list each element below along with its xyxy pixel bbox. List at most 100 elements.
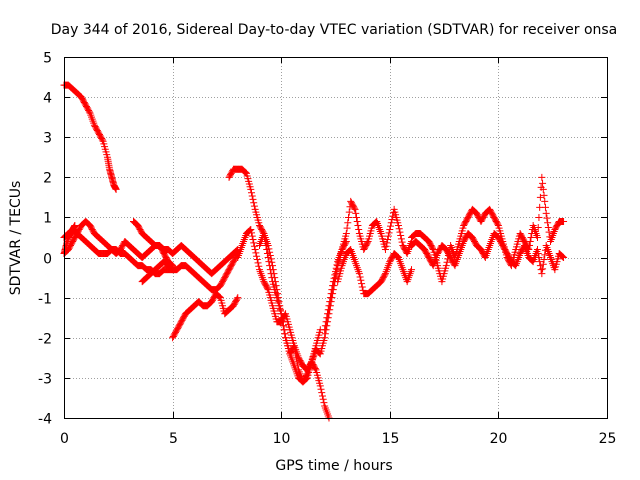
data-point	[168, 265, 176, 273]
data-point	[541, 251, 549, 259]
data-point	[169, 266, 177, 274]
x-axis-label: GPS time / hours	[275, 458, 392, 474]
data-point	[534, 250, 542, 258]
data-point	[384, 232, 392, 240]
data-point	[249, 236, 257, 244]
data-point	[215, 292, 223, 300]
series-arc-8	[225, 165, 333, 422]
data-point	[325, 302, 333, 310]
data-point	[247, 185, 255, 193]
data-point	[323, 314, 331, 322]
data-point	[321, 326, 329, 334]
data-point	[250, 199, 258, 207]
data-point	[397, 235, 405, 243]
data-point	[294, 362, 302, 370]
data-point	[320, 399, 328, 407]
data-point	[541, 197, 549, 205]
data-point	[242, 169, 250, 177]
data-point	[330, 274, 338, 282]
data-point	[542, 209, 550, 217]
data-point	[331, 271, 339, 279]
data-point	[387, 219, 395, 227]
scatter-points	[60, 81, 568, 422]
data-point	[263, 284, 271, 292]
data-point	[326, 298, 334, 306]
data-point	[251, 246, 259, 254]
data-point	[383, 239, 391, 247]
series-arc-3	[60, 217, 242, 294]
series-arc-11	[321, 197, 416, 334]
data-point	[263, 250, 271, 258]
data-point	[324, 310, 332, 318]
data-point	[321, 330, 329, 338]
data-point	[358, 280, 366, 288]
data-point	[394, 221, 402, 229]
y-tick-label: 0	[43, 252, 52, 268]
data-point	[345, 213, 353, 221]
data-point	[167, 264, 175, 272]
data-point	[332, 268, 339, 276]
x-tick-label: 5	[169, 431, 178, 447]
data-point	[266, 266, 274, 274]
data-point	[559, 253, 567, 261]
data-point	[281, 330, 289, 338]
plot-frame	[64, 57, 608, 419]
y-tick-label: 4	[43, 91, 52, 107]
data-point	[279, 318, 287, 326]
data-point	[544, 223, 552, 231]
data-point	[358, 283, 366, 291]
data-point	[355, 270, 363, 278]
data-point	[357, 276, 365, 284]
axis-ticks	[64, 57, 608, 419]
data-point	[316, 382, 324, 390]
data-point	[250, 202, 258, 210]
data-point	[534, 223, 542, 231]
data-point	[292, 350, 300, 358]
data-point	[539, 179, 547, 187]
data-point	[254, 259, 262, 267]
data-point	[544, 219, 552, 227]
y-tick-label: 1	[43, 211, 52, 227]
series-arc-12	[334, 246, 416, 298]
data-point	[263, 246, 271, 254]
data-point	[429, 244, 437, 252]
data-point	[328, 286, 336, 294]
data-point	[255, 262, 263, 270]
data-point	[248, 192, 256, 200]
data-point	[386, 225, 394, 233]
grid	[64, 57, 607, 418]
data-point	[248, 229, 256, 237]
data-point	[268, 274, 276, 282]
data-point	[262, 242, 270, 250]
data-point	[278, 314, 286, 322]
data-point	[352, 213, 360, 221]
data-point	[533, 246, 541, 254]
series-arc-1	[60, 81, 120, 193]
data-point	[539, 185, 547, 193]
data-point	[540, 191, 548, 199]
data-point	[318, 392, 326, 400]
data-point	[260, 229, 268, 237]
data-point	[290, 342, 298, 350]
data-point	[533, 234, 541, 241]
data-point	[560, 217, 568, 225]
data-point	[540, 256, 548, 264]
data-point	[233, 295, 241, 303]
data-point	[248, 232, 256, 240]
data-point	[558, 252, 566, 260]
tick-labels: 0 5 10 15 20 25 -4 -3 -2 -1 0 1 2 3 4 5	[38, 51, 616, 448]
data-point	[398, 238, 406, 246]
data-point	[387, 222, 395, 230]
data-point	[344, 219, 352, 227]
data-point	[280, 326, 288, 334]
data-point	[381, 246, 389, 254]
data-point	[527, 234, 535, 241]
data-point	[545, 228, 553, 236]
data-point	[264, 254, 272, 262]
y-tick-label: -4	[38, 412, 52, 428]
data-point	[535, 254, 543, 262]
data-point	[385, 229, 393, 237]
data-point	[537, 266, 545, 274]
x-tick-label: 10	[273, 431, 291, 447]
data-point	[250, 242, 258, 250]
